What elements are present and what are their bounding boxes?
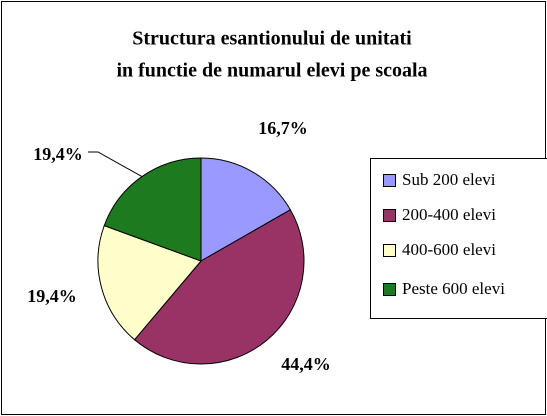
data-label: 16,7% bbox=[258, 118, 308, 138]
data-label: 19,4% bbox=[33, 144, 83, 164]
data-label: 19,4% bbox=[27, 286, 77, 306]
legend-label: 200-400 elevi bbox=[402, 205, 496, 224]
pie-slice bbox=[200, 157, 292, 262]
data-label: 44,4% bbox=[281, 354, 331, 374]
leader-line bbox=[88, 151, 143, 178]
legend-label: Peste 600 elevi bbox=[402, 279, 505, 298]
pie-slice bbox=[133, 209, 305, 365]
pie-slice bbox=[103, 157, 202, 262]
legend bbox=[370, 158, 547, 319]
legend-swatch bbox=[383, 283, 396, 296]
legend-swatch bbox=[383, 209, 396, 222]
legend-label: Sub 200 elevi bbox=[402, 170, 496, 189]
legend-label: 400-600 elevi bbox=[402, 240, 496, 259]
chart-title: in functie de numarul elevi pe scoala bbox=[116, 60, 427, 82]
pie-slice bbox=[97, 224, 202, 341]
chart-title: Structura esantionului de unitati bbox=[132, 28, 412, 50]
legend-swatch bbox=[383, 174, 396, 187]
legend-swatch bbox=[383, 244, 396, 257]
